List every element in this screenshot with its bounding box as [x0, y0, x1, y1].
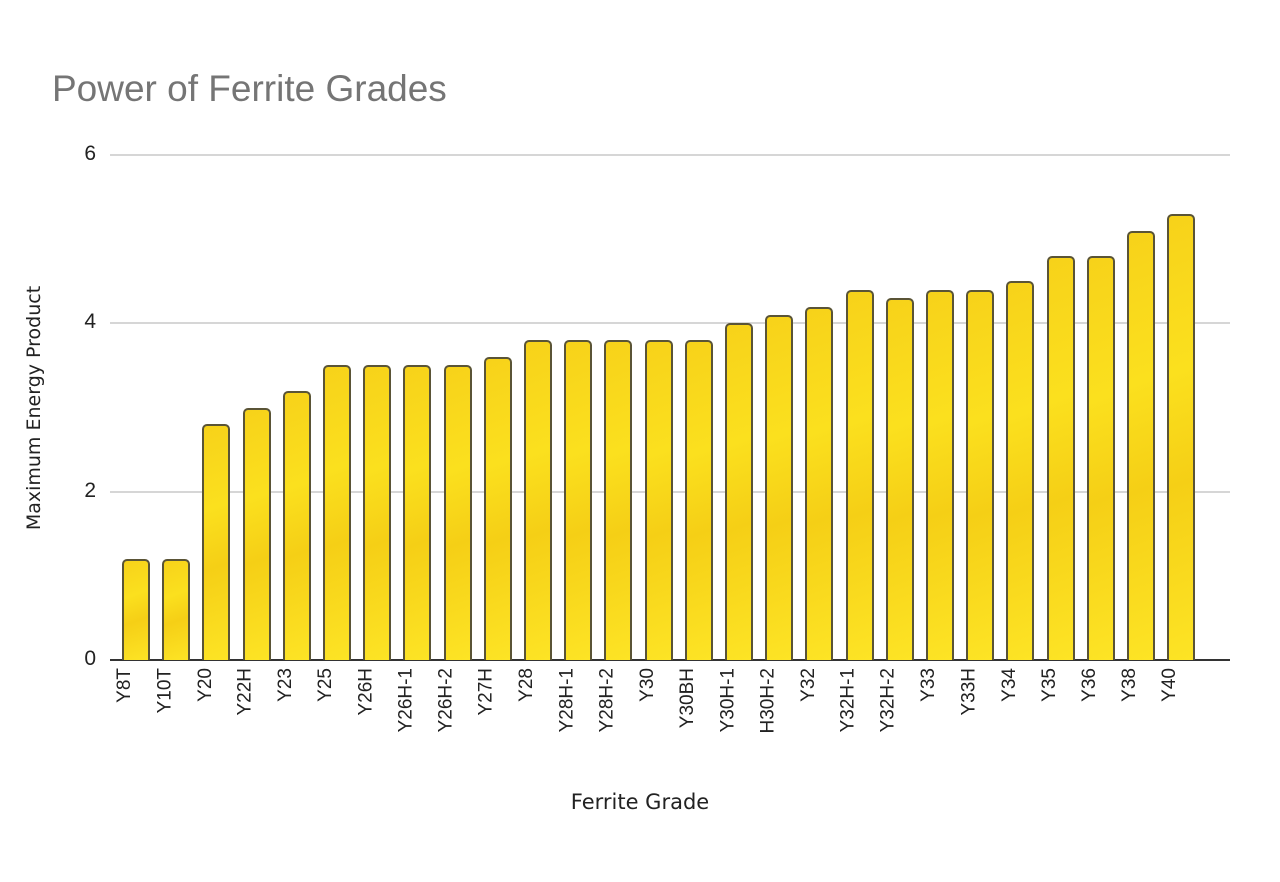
bar[interactable] — [604, 340, 633, 660]
bar[interactable] — [725, 323, 753, 660]
x-tick-label: Y8T — [114, 668, 135, 703]
x-tick: Y8T — [114, 668, 146, 778]
bar[interactable] — [403, 365, 432, 660]
x-tick: Y28 — [516, 668, 548, 778]
bar[interactable] — [966, 289, 995, 660]
bar[interactable] — [524, 340, 552, 660]
x-tick-label: Y30H-1 — [717, 668, 738, 733]
x-tick-label: Y32H-2 — [877, 668, 899, 733]
x-tick-label: Y26H — [355, 668, 377, 716]
x-tick: Y26H — [355, 668, 387, 778]
x-tick-label: Y28 — [516, 668, 537, 702]
x-tick: Y38 — [1119, 668, 1151, 778]
x-tick: Y25 — [315, 668, 347, 778]
x-tick: Y23 — [275, 668, 307, 778]
x-tick: Y32 — [797, 668, 829, 778]
gridline — [110, 322, 1230, 325]
x-tick: Y33H — [958, 668, 990, 778]
bar[interactable] — [564, 340, 593, 660]
x-tick: Y10T — [154, 668, 186, 778]
x-tick: Y33 — [918, 668, 950, 778]
x-tick-label: Y30 — [636, 668, 658, 702]
bar[interactable] — [1167, 213, 1196, 660]
x-tick-label: Y10T — [154, 668, 176, 714]
y-tick-label: 2 — [84, 478, 96, 502]
x-tick: Y22H — [235, 668, 267, 778]
x-tick: Y32H-1 — [838, 668, 870, 778]
x-tick: Y30H-1 — [717, 668, 749, 778]
bar[interactable] — [1086, 256, 1115, 660]
x-tick-label: Y28H-2 — [596, 668, 618, 733]
x-tick-label: Y25 — [315, 668, 336, 702]
x-tick-label: Y40 — [1159, 668, 1181, 702]
bar[interactable] — [282, 390, 311, 660]
x-tick-label: H30H-2 — [757, 668, 779, 734]
plot-area — [110, 154, 1230, 661]
bar[interactable] — [1127, 230, 1155, 660]
bar[interactable] — [684, 340, 713, 660]
x-tick: Y26H-1 — [395, 668, 427, 778]
x-tick: Y30BH — [677, 668, 709, 778]
y-tick-label: 6 — [84, 142, 96, 165]
x-tick-label: Y35 — [1038, 668, 1060, 702]
x-tick-label: Y33H — [958, 668, 980, 716]
x-tick: Y26H-2 — [436, 668, 468, 778]
x-tick: Y30 — [637, 668, 669, 778]
bar[interactable] — [885, 298, 914, 660]
x-tick-label: Y33 — [918, 668, 939, 702]
x-tick-label: Y20 — [194, 668, 216, 702]
bar[interactable] — [765, 314, 794, 660]
x-axis-label: Ferrite Grade — [570, 790, 710, 814]
x-tick: Y34 — [998, 668, 1030, 778]
bar[interactable] — [483, 357, 512, 660]
gridline — [110, 154, 1230, 156]
y-axis-label: Maximum Energy Product — [23, 285, 45, 531]
x-tick-label: Y38 — [1119, 668, 1140, 702]
x-tick-label: Y22H — [234, 668, 256, 716]
x-tick-label: Y28H-1 — [556, 668, 578, 733]
x-tick: Y32H-2 — [878, 668, 910, 778]
x-tick: Y28H-1 — [556, 668, 588, 778]
bar[interactable] — [845, 289, 874, 660]
x-tick-label: Y26H-2 — [435, 668, 457, 733]
x-tick-label: Y32H-1 — [837, 668, 859, 733]
x-tick-label: Y32 — [797, 668, 819, 702]
x-tick: Y40 — [1159, 668, 1191, 778]
chart-title: Power of Ferrite Grades — [52, 68, 447, 109]
bar[interactable] — [122, 559, 150, 660]
bar[interactable] — [1006, 281, 1035, 660]
x-tick: Y35 — [1039, 668, 1071, 778]
x-axis-line — [110, 659, 1230, 661]
x-tick-label: Y27H — [475, 668, 497, 716]
bar[interactable] — [162, 559, 191, 660]
x-tick: Y27H — [476, 668, 508, 778]
bar[interactable] — [1046, 256, 1075, 660]
bar[interactable] — [323, 365, 351, 660]
x-tick: H30H-2 — [757, 668, 789, 778]
bar[interactable] — [805, 306, 834, 660]
bar[interactable] — [202, 424, 231, 660]
x-tick-label: Y26H-1 — [395, 668, 417, 733]
bar[interactable] — [363, 365, 392, 660]
x-tick: Y36 — [1079, 668, 1111, 778]
x-tick-label: Y34 — [998, 668, 1020, 702]
y-tick-label: 4 — [84, 310, 96, 334]
x-tick: Y20 — [194, 668, 226, 778]
bar[interactable] — [443, 365, 472, 660]
bar[interactable] — [644, 340, 673, 660]
x-tick: Y28H-2 — [596, 668, 628, 778]
bar[interactable] — [926, 289, 954, 660]
x-tick-label: Y36 — [1078, 668, 1100, 702]
x-tick-label: Y23 — [274, 668, 296, 702]
x-tick-label: Y30BH — [676, 668, 698, 729]
bar[interactable] — [242, 407, 271, 660]
y-tick-label: 0 — [84, 647, 96, 670]
